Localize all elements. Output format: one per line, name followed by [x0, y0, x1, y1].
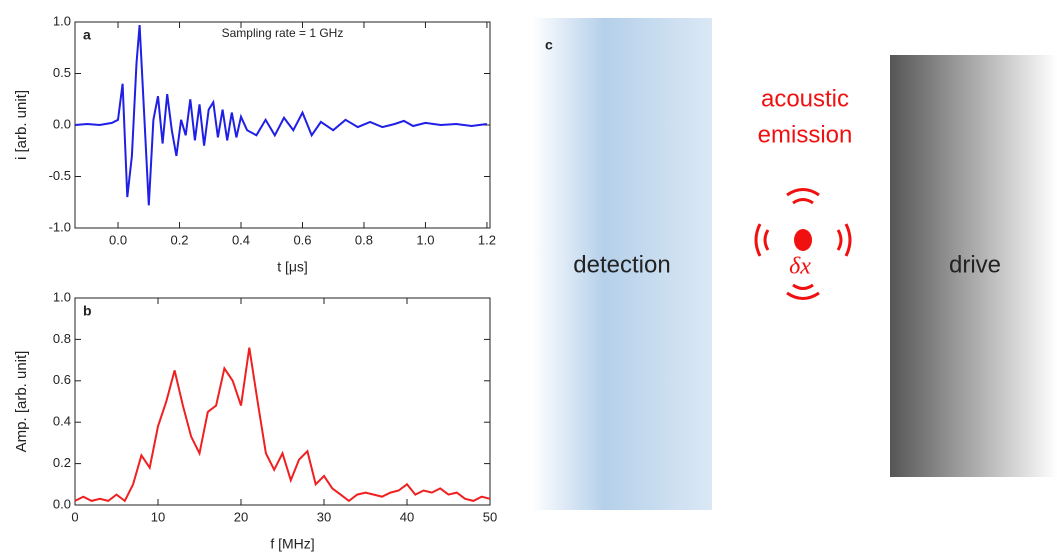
y-tick-label: 0.5: [53, 65, 71, 80]
panel-label: a: [83, 27, 91, 43]
x-axis-label: f [MHz]: [270, 536, 314, 552]
x-tick-label: 0.2: [170, 232, 188, 247]
emission-icon: [754, 188, 852, 300]
y-tick-label: 1.0: [53, 289, 71, 304]
data-line: [74, 25, 488, 206]
x-tick-label: 0.8: [355, 232, 373, 247]
y-tick-label: -1.0: [49, 219, 71, 234]
y-tick-label: 0.2: [53, 455, 71, 470]
x-tick-label: 1.0: [416, 232, 434, 247]
y-tick-label: 0.4: [53, 414, 71, 429]
x-tick-label: 0.4: [232, 232, 250, 247]
y-tick-label: 0.6: [53, 372, 71, 387]
emission-label: emission: [758, 121, 853, 148]
x-tick-label: 10: [151, 509, 165, 524]
detection-label: detection: [573, 251, 670, 278]
x-tick-label: 20: [234, 509, 248, 524]
data-line: [74, 347, 491, 503]
x-tick-label: 50: [483, 509, 497, 524]
y-tick-label: 1.0: [53, 13, 71, 28]
y-tick-label: 0.0: [53, 496, 71, 511]
y-axis-label: Amp. [arb. unit]: [13, 351, 30, 453]
x-tick-label: 0: [71, 509, 78, 524]
displacement-label: δx: [789, 254, 811, 280]
x-axis-label: t [μs]: [277, 259, 308, 275]
drive-label: drive: [949, 251, 1001, 278]
x-tick-label: 40: [400, 509, 414, 524]
x-tick-label: 0.0: [109, 232, 127, 247]
drive-plate: [890, 55, 1057, 477]
panel-label: c: [545, 37, 553, 53]
y-tick-label: 0.0: [53, 116, 71, 131]
subtitle: Sampling rate = 1 GHz: [222, 26, 344, 40]
plot-frame: [74, 297, 491, 506]
x-tick-label: 1.2: [478, 232, 496, 247]
y-axis-label: i [arb. unit]: [13, 90, 30, 160]
panel-label: b: [83, 303, 92, 319]
y-tick-label: -0.5: [49, 168, 71, 183]
emission-label: acoustic: [761, 85, 849, 112]
y-tick-label: 0.8: [53, 331, 71, 346]
x-tick-label: 0.6: [293, 232, 311, 247]
x-tick-label: 30: [317, 509, 331, 524]
detection-plate: [532, 18, 712, 510]
